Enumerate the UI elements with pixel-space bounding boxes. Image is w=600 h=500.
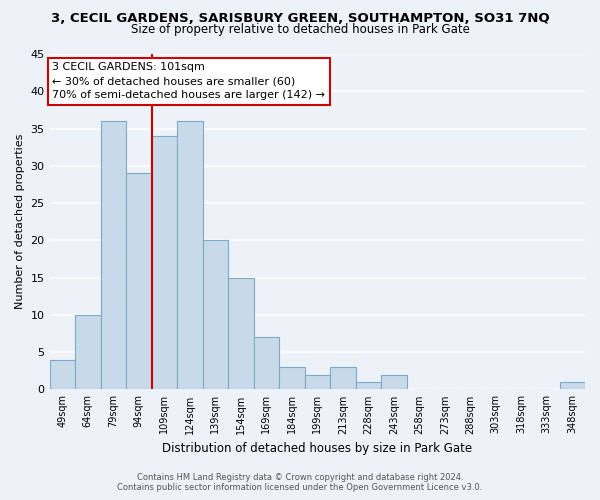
Bar: [126, 174, 152, 390]
Bar: [254, 338, 279, 390]
Bar: [101, 121, 126, 390]
X-axis label: Distribution of detached houses by size in Park Gate: Distribution of detached houses by size …: [162, 442, 472, 455]
Bar: [381, 374, 407, 390]
Bar: [177, 121, 203, 390]
Text: Contains HM Land Registry data © Crown copyright and database right 2024.
Contai: Contains HM Land Registry data © Crown c…: [118, 473, 482, 492]
Bar: [152, 136, 177, 390]
Bar: [279, 367, 305, 390]
Bar: [305, 374, 330, 390]
Bar: [560, 382, 585, 390]
Bar: [330, 367, 356, 390]
Bar: [356, 382, 381, 390]
Text: Size of property relative to detached houses in Park Gate: Size of property relative to detached ho…: [131, 22, 469, 36]
Bar: [75, 315, 101, 390]
Y-axis label: Number of detached properties: Number of detached properties: [15, 134, 25, 310]
Bar: [203, 240, 228, 390]
Text: 3, CECIL GARDENS, SARISBURY GREEN, SOUTHAMPTON, SO31 7NQ: 3, CECIL GARDENS, SARISBURY GREEN, SOUTH…: [50, 12, 550, 26]
Bar: [50, 360, 75, 390]
Text: 3 CECIL GARDENS: 101sqm
← 30% of detached houses are smaller (60)
70% of semi-de: 3 CECIL GARDENS: 101sqm ← 30% of detache…: [52, 62, 325, 100]
Bar: [228, 278, 254, 390]
